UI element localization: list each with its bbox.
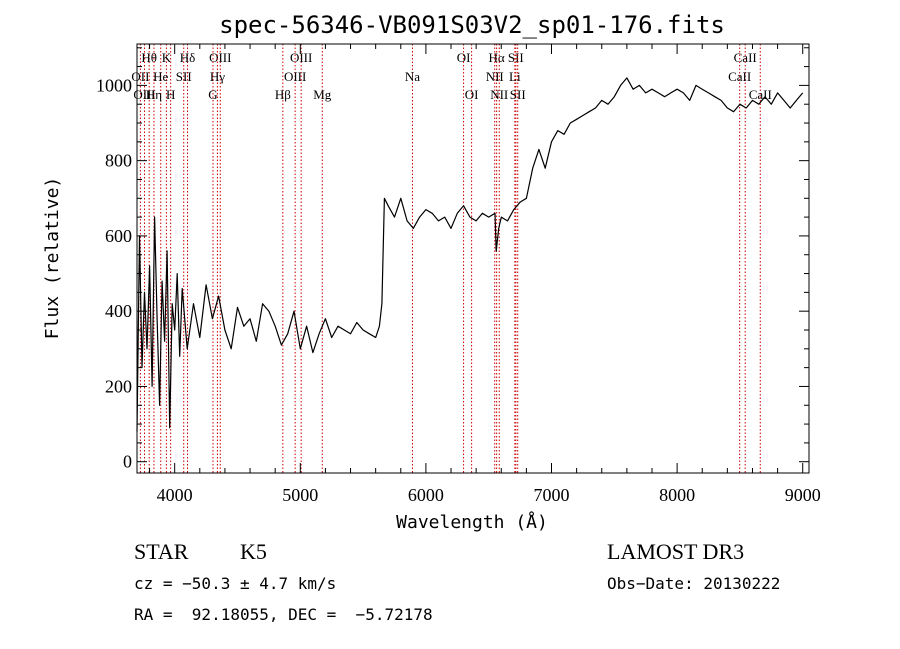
x-tick-label-2: 6000 <box>408 485 444 505</box>
line-marker-label-11: G <box>208 87 217 102</box>
object-class: STAR <box>134 539 189 564</box>
line-marker-label-20: SII <box>508 50 524 65</box>
line-marker-label-26: CaII <box>728 69 751 84</box>
y-tick-label-0: 0 <box>123 452 132 472</box>
y-tick-label-4: 800 <box>105 151 132 171</box>
line-marker-label-7: SII <box>176 69 192 84</box>
line-marker-label-18: OI <box>465 87 479 102</box>
line-marker-label-19: Hα <box>489 50 505 65</box>
x-axis-label: Wavelength (Å) <box>396 511 548 533</box>
line-marker-label-23: NII <box>490 87 508 102</box>
spectrum-series <box>136 77 804 432</box>
spectrum-line <box>136 77 804 432</box>
coordinates: RA = 92.18055, DEC = −5.72178 <box>134 605 433 624</box>
y-tick-label-3: 600 <box>105 226 132 246</box>
x-tick-label-3: 7000 <box>534 485 570 505</box>
line-marker-label-27: CaII <box>749 87 772 102</box>
line-marker-label-2: OIII <box>133 87 155 102</box>
line-marker-label-15: Mg <box>313 87 332 102</box>
x-tick-label-4: 8000 <box>659 485 695 505</box>
line-marker-label-13: OIII <box>284 69 306 84</box>
x-tick-label-0: 4000 <box>157 485 193 505</box>
redshift-info: cz = −50.3 ± 4.7 km/s <box>134 574 336 593</box>
axis-ticks: 4000 5000 6000 7000 8000 9000 0 200 400 600 800 100… <box>96 44 821 505</box>
line-marker-label-9: OIII <box>209 50 231 65</box>
x-tick-label-5: 9000 <box>785 485 821 505</box>
line-marker-label-1: OII <box>131 69 149 84</box>
line-marker-label-24: SII <box>510 87 526 102</box>
y-axis-label: Flux (relative) <box>42 177 63 340</box>
y-tick-label-5: 1000 <box>96 75 132 95</box>
line-marker-label-12: OIII <box>290 50 312 65</box>
y-tick-label-2: 400 <box>105 301 132 321</box>
line-marker-label-8: H <box>166 87 175 102</box>
line-marker-label-25: CaII <box>734 50 757 65</box>
chart-title: spec-56346-VB091S03V2_sp01-176.fits <box>219 11 725 39</box>
observation-date: Obs−Date: 20130222 <box>607 574 780 593</box>
line-marker-label-17: OI <box>457 50 471 65</box>
line-marker-label-16: Na <box>405 69 420 84</box>
y-tick-label-1: 200 <box>105 376 132 396</box>
line-marker-label-4: He <box>153 69 168 84</box>
x-tick-label-1: 5000 <box>282 485 318 505</box>
line-marker-label-3: K <box>162 50 172 65</box>
line-marker-label-21: NII <box>486 69 504 84</box>
line-marker-label-10: Hγ <box>210 69 225 84</box>
object-subclass: K5 <box>240 539 267 564</box>
line-marker-label-0: Hθ <box>141 50 157 65</box>
survey-name: LAMOST DR3 <box>607 539 744 564</box>
line-marker-label-5: Hη <box>146 87 162 102</box>
plot-frame <box>136 43 810 474</box>
line-marker-label-22: Li <box>509 69 521 84</box>
line-marker-label-6: Hδ <box>180 50 196 65</box>
line-marker-label-14: Hβ <box>275 87 291 102</box>
